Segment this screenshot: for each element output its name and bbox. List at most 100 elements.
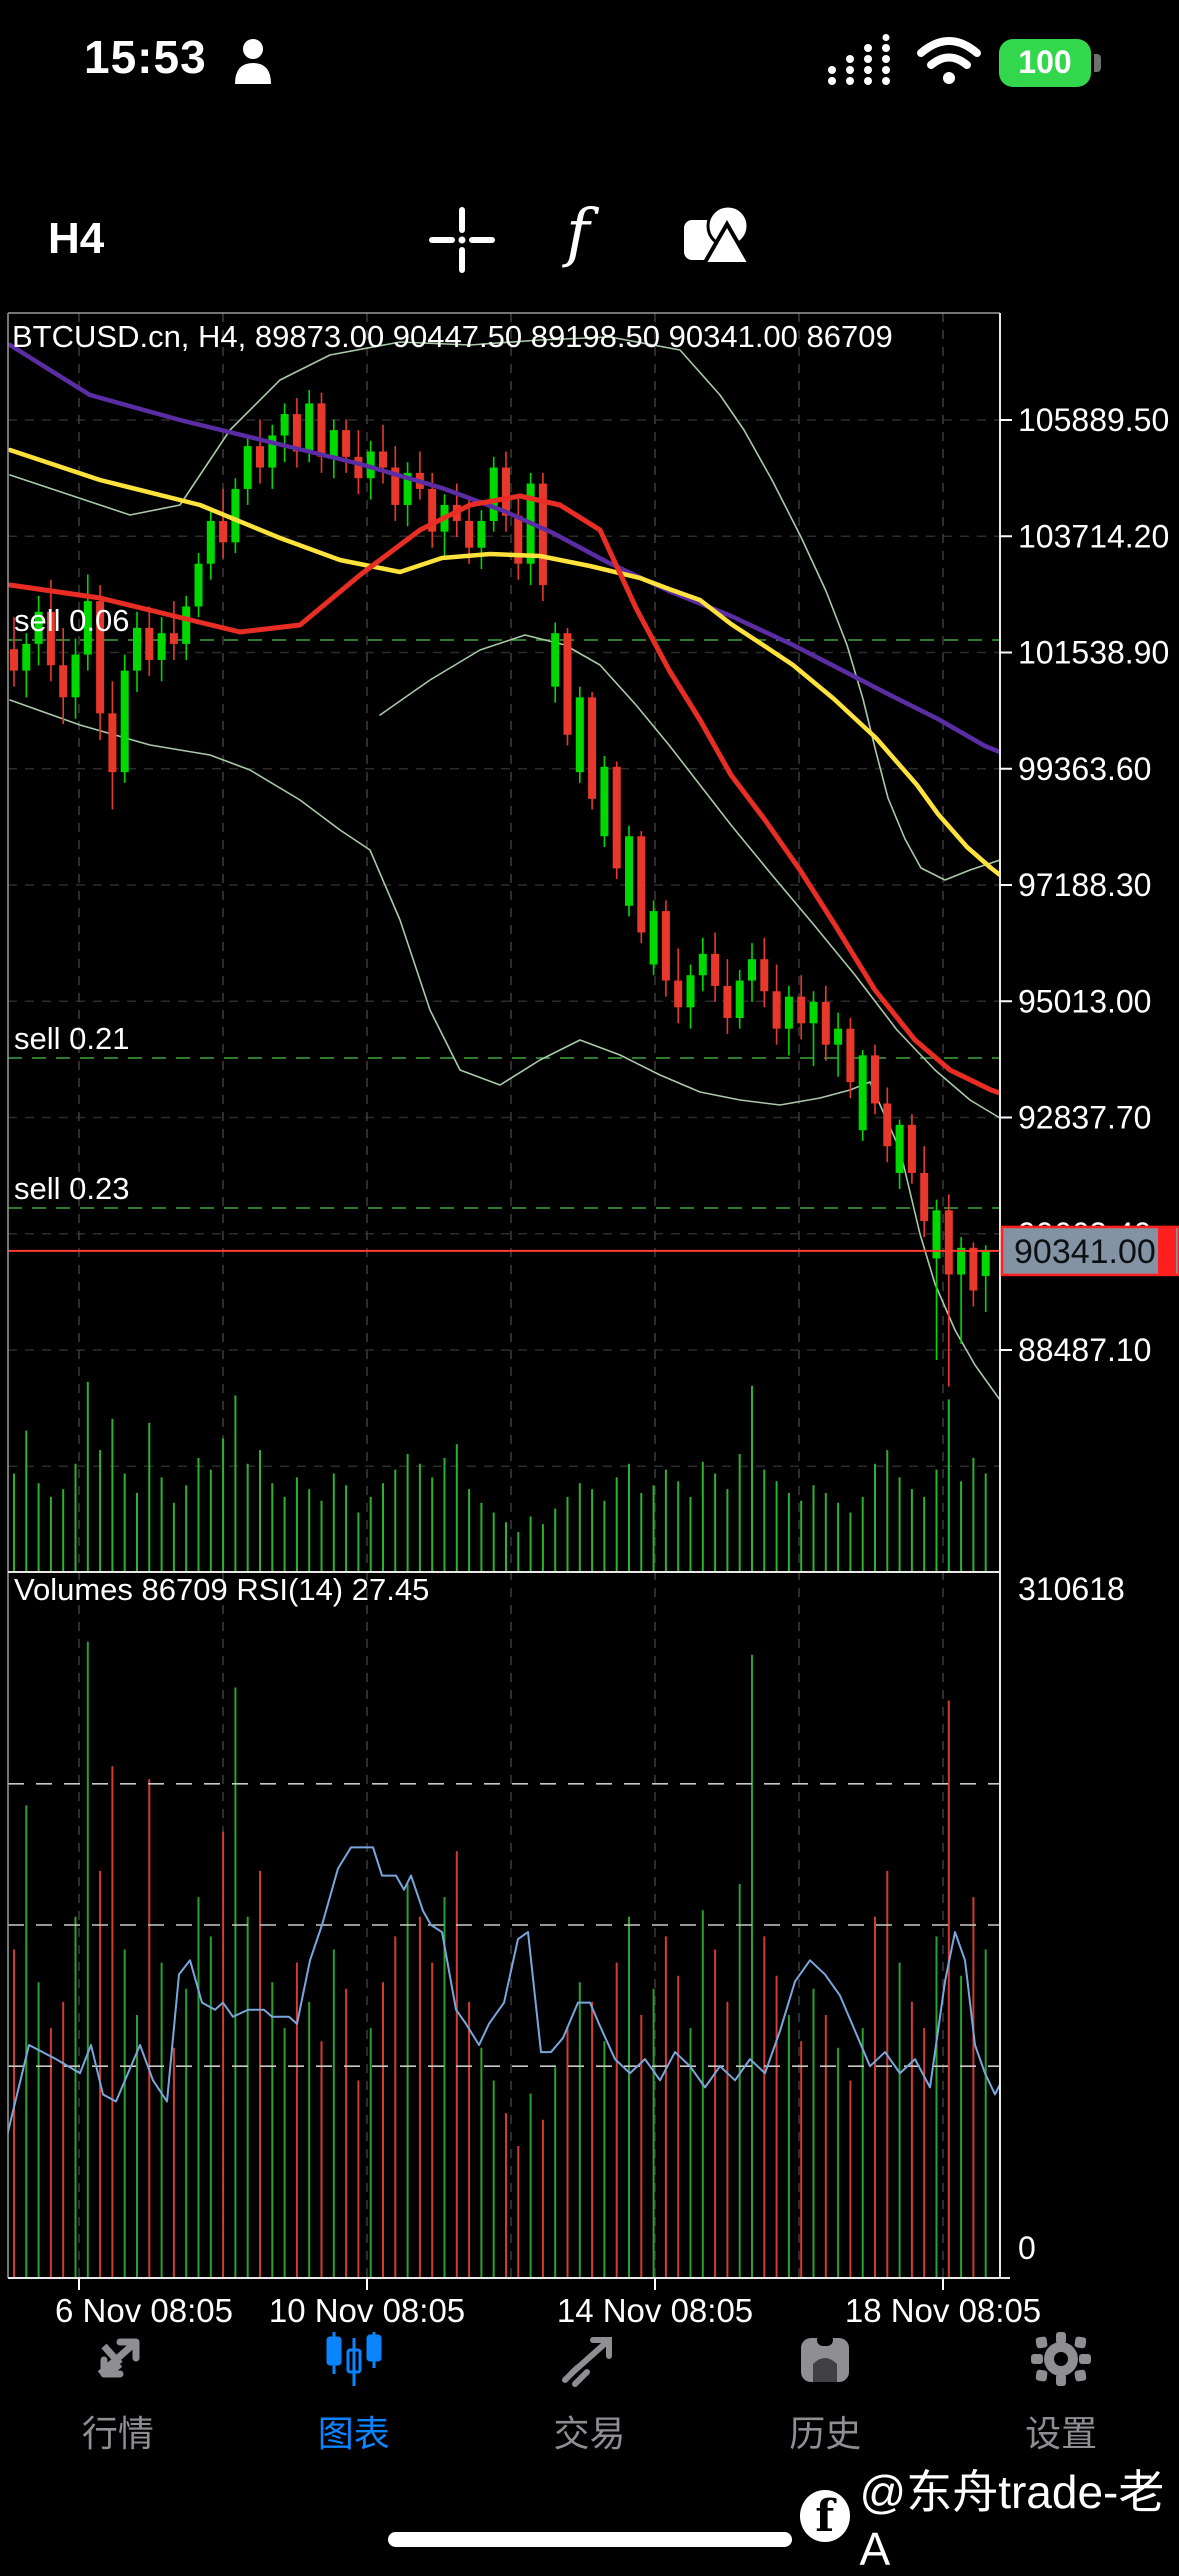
trade-arrow-icon <box>557 2330 621 2393</box>
time-axis-label: 6 Nov 08:05 <box>55 2292 233 2329</box>
battery-percent: 100 <box>1018 44 1072 80</box>
ma-red-line <box>8 493 1000 1096</box>
candle-body <box>600 766 609 837</box>
candle-body <box>305 403 314 452</box>
nav-label-charts: 图表 <box>317 2413 390 2454</box>
candle-body <box>157 633 166 660</box>
price-axis-label: 95013.00 <box>1018 983 1151 1019</box>
candle-body <box>206 520 215 564</box>
candle-body <box>403 472 412 505</box>
candle-body <box>317 403 326 457</box>
candle-body <box>538 483 547 586</box>
current-price-badge <box>1000 1225 1179 1277</box>
price-axis-label: 99363.60 <box>1018 751 1151 787</box>
candle-body <box>71 654 80 698</box>
candle-body <box>834 1028 843 1045</box>
candle-body <box>686 975 695 1008</box>
history-box-icon <box>793 2330 857 2393</box>
candle-body <box>465 520 474 548</box>
candle-body <box>760 959 769 992</box>
ma-purple-line <box>8 342 1000 755</box>
candle-body <box>120 670 129 773</box>
bollinger-middle-band <box>379 634 1000 1119</box>
price-axis-label: 101538.90 <box>1018 635 1169 671</box>
battery-indicator: 100 <box>999 38 1101 87</box>
candle-body <box>354 456 363 479</box>
time-axis-label: 18 Nov 08:05 <box>845 2292 1041 2329</box>
time-axis-label: 10 Nov 08:05 <box>269 2292 465 2329</box>
candle-body <box>391 467 400 505</box>
candle-body <box>735 980 744 1018</box>
nav-label-trade: 交易 <box>553 2413 626 2454</box>
candle-body <box>268 435 277 468</box>
nav-label-quotes: 行情 <box>81 2413 154 2454</box>
nav-item-quotes[interactable]: 行情 <box>0 2322 236 2472</box>
price-axis-label: 103714.20 <box>1018 518 1169 554</box>
sell-order-label: sell 0.21 <box>14 1021 129 1056</box>
candle-body <box>920 1172 929 1222</box>
candle-body <box>772 991 781 1029</box>
nav-item-history[interactable]: 历史 <box>707 2322 943 2472</box>
settings-gear-icon <box>1029 2330 1093 2393</box>
candle-body <box>957 1247 966 1275</box>
candle-body <box>563 633 572 735</box>
nav-item-settings[interactable]: 设置 <box>943 2322 1179 2472</box>
price-axis-label: 92837.70 <box>1018 1100 1151 1136</box>
chart-candles-icon <box>322 2330 386 2393</box>
objects-shapes-button[interactable] <box>680 200 758 277</box>
candle-body <box>575 697 584 773</box>
candle-body <box>489 467 498 521</box>
candle-body <box>379 451 387 468</box>
wifi-icon <box>917 35 981 90</box>
rsi-line <box>8 1846 1000 2137</box>
candle-body <box>83 601 92 655</box>
candles <box>10 390 990 1387</box>
subwindow-indicator-label: Volumes 86709 RSI(14) 27.45 <box>14 1572 429 1607</box>
candle-body <box>588 697 597 799</box>
nav-label-history: 历史 <box>789 2413 862 2454</box>
nav-item-charts[interactable]: 图表 <box>236 2322 472 2472</box>
candle-body <box>551 633 560 687</box>
facebook-icon: f <box>800 2490 850 2542</box>
candle-body <box>661 911 670 981</box>
home-indicator <box>388 2532 792 2547</box>
chart-ohlc-header: BTCUSD.cn, H4, 89873.00 90447.50 89198.5… <box>12 319 893 354</box>
volume-scale-label: 310618 <box>1018 1571 1125 1607</box>
candle-body <box>723 985 732 1018</box>
crosshair-button[interactable] <box>426 204 498 281</box>
sell-order-label: sell 0.23 <box>14 1171 129 1206</box>
candle-body <box>256 446 264 468</box>
timeframe-button[interactable]: H4 <box>48 214 105 263</box>
candle-body <box>637 836 646 933</box>
candle-body <box>145 627 154 660</box>
current-price-value: 90341.00 <box>1014 1233 1156 1271</box>
candle-body <box>846 1028 855 1083</box>
candle-body <box>194 563 203 607</box>
bollinger-upper-band <box>9 336 1000 881</box>
chart-background <box>0 313 1179 2278</box>
candle-body <box>34 611 43 644</box>
candle-body <box>625 836 633 906</box>
candle-body <box>231 488 240 543</box>
candle-body <box>649 911 658 965</box>
candle-body <box>477 520 486 548</box>
candle-body <box>428 488 437 532</box>
candle-body <box>944 1210 953 1275</box>
candle-body <box>46 611 55 666</box>
candle-body <box>108 713 117 773</box>
indicators-function-button[interactable]: f <box>566 196 590 270</box>
candle-body <box>674 980 683 1008</box>
candle-body <box>502 467 510 516</box>
candle-body <box>969 1247 978 1291</box>
candle-body <box>96 601 105 714</box>
candle-body <box>932 1210 941 1259</box>
candle-body <box>514 515 523 564</box>
nav-item-trade[interactable]: 交易 <box>472 2322 708 2472</box>
candle-body <box>895 1124 904 1173</box>
candle-body <box>243 446 252 489</box>
candle-body <box>292 414 301 452</box>
bottom-navigation: 行情 图表 交易 <box>0 2322 1179 2472</box>
sell-order-label: sell 0.06 <box>14 603 129 638</box>
price-axis-label: 88487.10 <box>1018 1332 1151 1368</box>
